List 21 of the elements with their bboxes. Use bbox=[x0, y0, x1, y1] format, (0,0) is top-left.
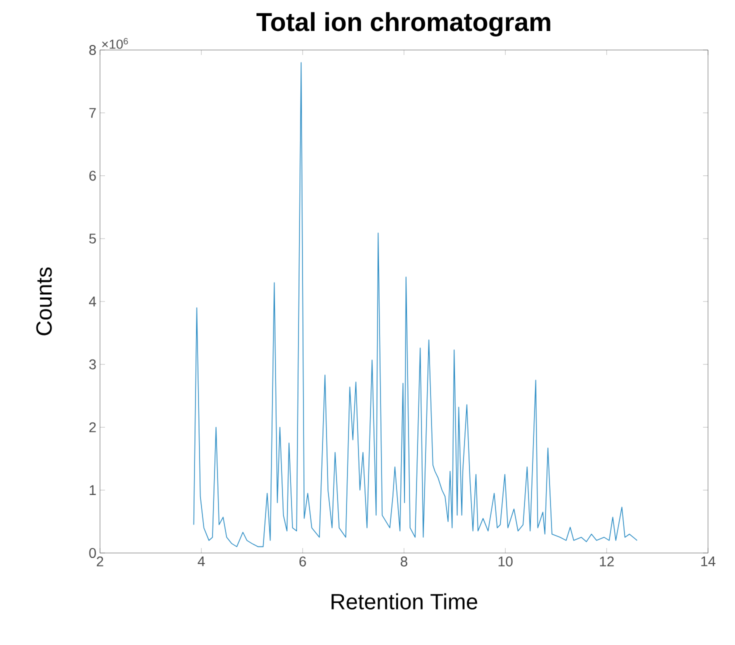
x-axis-title: Retention Time bbox=[332, 593, 478, 610]
text: ×10$^{6}$ bbox=[102, 38, 128, 49]
x-tick-label: 6 bbox=[299, 556, 306, 566]
x-tick-label: 12 bbox=[600, 556, 614, 566]
y-axis-title: Counts bbox=[36, 267, 52, 336]
y-tick-label: 1 bbox=[90, 485, 96, 495]
x-tick-label: 14 bbox=[701, 556, 716, 566]
y-tick-label: 5 bbox=[89, 234, 96, 244]
chart-title: Total ion chromatogram bbox=[256, 12, 550, 36]
x-tick-label: 8 bbox=[400, 556, 408, 566]
y-tick-label: 2 bbox=[89, 422, 96, 432]
y-tick-label: 3 bbox=[89, 359, 96, 370]
x-tick-label: 2 bbox=[96, 556, 104, 566]
y-tick-label: 7 bbox=[89, 108, 96, 118]
y-tick-label: 4 bbox=[88, 296, 96, 306]
y-tick-label: 0 bbox=[89, 548, 96, 558]
line-series bbox=[193, 62, 638, 548]
y-tick-label: 6 bbox=[89, 170, 96, 181]
x-tick-label: 4 bbox=[198, 556, 205, 566]
x-tick-label: 10 bbox=[498, 556, 513, 566]
y-tick-label: 8 bbox=[89, 45, 96, 55]
